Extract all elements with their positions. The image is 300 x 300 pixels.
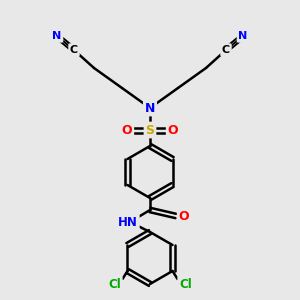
Text: N: N: [238, 31, 247, 41]
Text: O: O: [122, 124, 132, 136]
Text: S: S: [146, 124, 154, 136]
Text: N: N: [145, 101, 155, 115]
Text: Cl: Cl: [179, 278, 192, 290]
Text: Cl: Cl: [108, 278, 121, 290]
Text: O: O: [168, 124, 178, 136]
Text: HN: HN: [118, 215, 138, 229]
Text: N: N: [52, 31, 62, 41]
Text: O: O: [179, 209, 189, 223]
Text: C: C: [222, 45, 230, 55]
Text: C: C: [70, 45, 78, 55]
